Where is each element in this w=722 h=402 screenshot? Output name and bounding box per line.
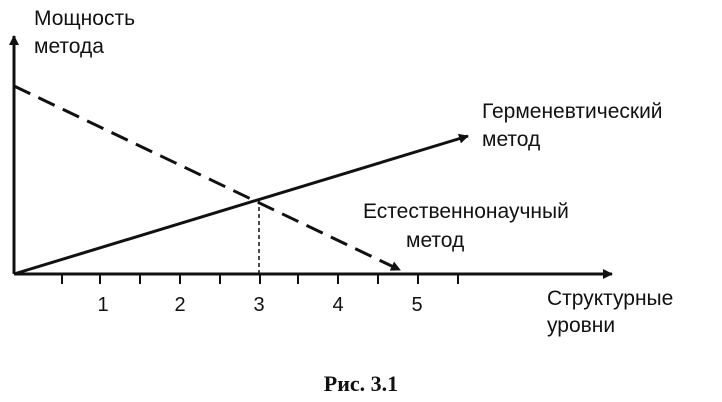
y-axis-label-line2: метода bbox=[34, 35, 104, 58]
natural-science-label-line1: Естественнонаучный bbox=[363, 200, 569, 223]
tick-label-1: 1 bbox=[97, 294, 108, 316]
tick-label-4: 4 bbox=[332, 294, 343, 316]
x-axis-label-line1: Структурные bbox=[547, 287, 673, 310]
tick-label-3: 3 bbox=[253, 294, 264, 316]
natural-science-label-line2: метод bbox=[406, 229, 464, 252]
hermeneutic-label-line2: метод bbox=[482, 128, 540, 151]
y-axis-label-line1: Мощность bbox=[34, 7, 135, 30]
x-axis-ticks bbox=[61, 274, 459, 284]
figure-caption: Рис. 3.1 bbox=[324, 371, 398, 396]
x-axis-label-line2: уровни bbox=[547, 314, 615, 337]
hermeneutic-label-line1: Герменевтический bbox=[482, 100, 663, 123]
natural-science-method-line bbox=[13, 84, 401, 272]
tick-label-2: 2 bbox=[174, 294, 185, 316]
tick-label-5: 5 bbox=[411, 294, 422, 316]
hermeneutic-method-line bbox=[13, 133, 469, 276]
